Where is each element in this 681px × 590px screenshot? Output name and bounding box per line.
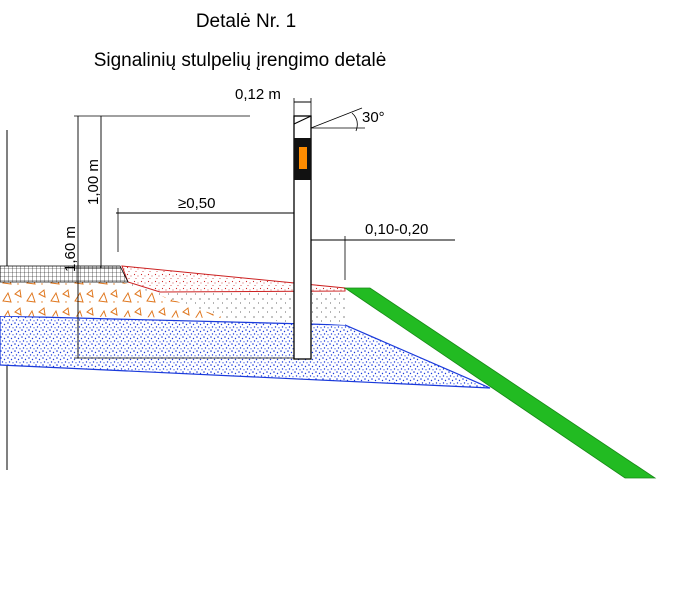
label-height-above: 1,00 m — [85, 159, 102, 205]
reflector-orange — [299, 147, 307, 169]
angle-arc — [351, 112, 358, 132]
angle-ray — [310, 107, 363, 129]
label-height-total: 1,60 m — [62, 226, 79, 272]
post-top-cap — [293, 115, 312, 125]
pavement-hatch — [0, 265, 129, 283]
label-post-width: 0,12 m — [235, 86, 281, 103]
aggregate-layer-orange — [0, 282, 225, 318]
label-offset-range: 0,10-0,20 — [365, 221, 428, 238]
green-embankment-slope — [343, 287, 657, 479]
shoulder-layer-grey — [122, 282, 345, 325]
base-layer-blue — [0, 315, 491, 389]
label-angle: 30° — [362, 109, 385, 126]
title-line-1: Detalė Nr. 1 — [196, 11, 296, 32]
title-line-2: Signalinių stulpelių įrengimo detalė — [94, 50, 387, 71]
label-offset-min: ≥0,50 — [178, 195, 215, 212]
